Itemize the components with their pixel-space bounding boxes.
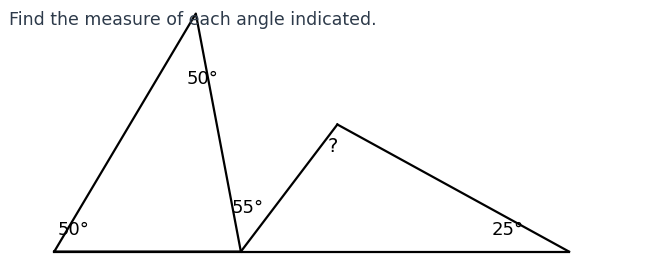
Text: 50°: 50°	[186, 70, 218, 87]
Text: Find the measure of each angle indicated.: Find the measure of each angle indicated…	[9, 11, 377, 29]
Text: ?: ?	[328, 137, 338, 156]
Text: 55°: 55°	[231, 199, 263, 217]
Text: 25°: 25°	[492, 221, 524, 239]
Text: 50°: 50°	[58, 221, 90, 239]
